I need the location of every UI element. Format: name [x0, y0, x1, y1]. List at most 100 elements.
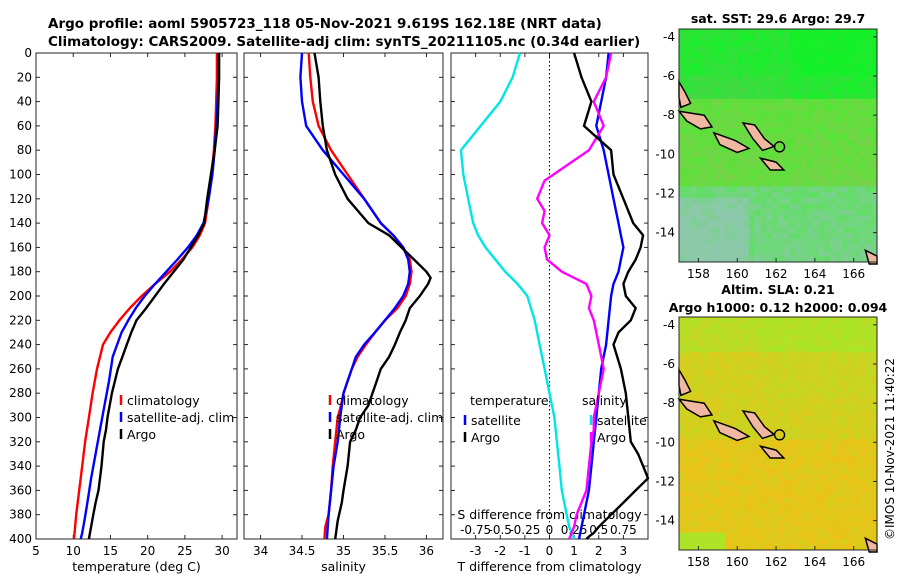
- map-cell: [795, 250, 802, 257]
- map-cell: [748, 232, 756, 240]
- map-cell: [743, 328, 750, 335]
- x-tick-label: 35.5: [372, 544, 399, 558]
- map-cell: [853, 168, 860, 176]
- map-cell: [760, 209, 767, 216]
- map-cell: [725, 87, 732, 94]
- map-cell: [830, 381, 837, 388]
- map-cell: [842, 238, 849, 245]
- map-cell: [847, 133, 855, 141]
- map-cell: [743, 450, 750, 458]
- map-cell: [830, 180, 837, 187]
- map-cell: [830, 445, 837, 452]
- map-cell: [818, 209, 825, 216]
- island-coastline: [864, 248, 878, 265]
- map-cell: [807, 357, 814, 364]
- map-cell: [807, 162, 814, 170]
- map-cell: [713, 232, 721, 240]
- map-cell: [783, 215, 791, 222]
- map-cell: [748, 145, 756, 152]
- map-cell: [725, 538, 732, 545]
- map-cell: [684, 538, 692, 545]
- map-cell: [842, 544, 849, 551]
- map-cell: [789, 209, 796, 216]
- map-cell: [853, 474, 860, 481]
- map-cell: [772, 456, 779, 464]
- map-cell: [871, 468, 878, 475]
- map-cell: [871, 128, 878, 135]
- map-cell: [713, 526, 721, 533]
- map-cell: [737, 328, 744, 335]
- map-cell: [725, 526, 732, 533]
- map-cell: [760, 52, 767, 59]
- map-cell: [847, 116, 855, 123]
- map-cell: [731, 227, 738, 234]
- map-cell: [690, 75, 697, 82]
- map-cell: [801, 40, 808, 47]
- map-cell: [847, 110, 855, 117]
- map-cell: [737, 186, 744, 193]
- map-cell: [719, 532, 726, 539]
- map-cell: [842, 87, 849, 94]
- map-cell: [865, 209, 872, 216]
- map-cell: [748, 116, 756, 123]
- map-cell: [766, 421, 773, 429]
- map-cell: [696, 357, 703, 364]
- map-cell: [836, 145, 843, 152]
- map-cell: [859, 328, 866, 335]
- map-cell: [830, 93, 837, 100]
- map-cell: [853, 180, 860, 187]
- map-cell: [795, 256, 802, 263]
- map-cell: [725, 110, 732, 117]
- map-cell: [696, 180, 703, 187]
- map-cell: [772, 544, 779, 551]
- map-cell: [853, 322, 860, 330]
- map-cell: [684, 328, 692, 335]
- map-cell: [748, 398, 756, 405]
- map-cell: [743, 421, 750, 429]
- map-cell: [807, 485, 814, 493]
- map-cell: [702, 357, 709, 364]
- map-cell: [754, 398, 761, 405]
- map-cell: [778, 180, 785, 187]
- map-cell: [853, 203, 860, 210]
- map-cell: [812, 404, 820, 411]
- map-cell: [795, 238, 802, 245]
- map-cell: [871, 87, 878, 94]
- map-cell: [731, 168, 738, 176]
- map-cell: [778, 34, 785, 42]
- map-cell: [836, 215, 843, 222]
- map-cell: [679, 509, 686, 516]
- map-cell: [824, 416, 831, 423]
- map-cell: [702, 145, 709, 152]
- map-cell: [702, 538, 709, 545]
- map-cell: [748, 110, 756, 117]
- map-cell: [708, 381, 715, 388]
- map-cell: [702, 40, 709, 47]
- map-cell: [824, 192, 831, 199]
- map-cell: [859, 174, 866, 181]
- map-cell: [853, 157, 860, 164]
- map-cell: [859, 404, 866, 411]
- map-cell: [830, 145, 837, 152]
- map-cell: [836, 381, 843, 388]
- map-cell: [865, 98, 872, 106]
- map-cell: [812, 346, 820, 353]
- map-cell: [801, 34, 808, 42]
- map-cell: [743, 29, 750, 36]
- map-cell: [696, 238, 703, 245]
- map-cell: [847, 238, 855, 245]
- map-cell: [725, 63, 732, 71]
- map-cell: [859, 157, 866, 164]
- map-cell: [795, 427, 802, 434]
- map-cell: [719, 110, 726, 117]
- map-cell: [731, 40, 738, 47]
- map-cell: [708, 421, 715, 429]
- map-cell: [725, 186, 732, 193]
- map-cell: [859, 392, 866, 399]
- map-cell: [836, 317, 843, 324]
- map-cell: [812, 328, 820, 335]
- map-cell: [836, 122, 843, 129]
- map-cell: [859, 439, 866, 446]
- map-cell: [818, 334, 825, 341]
- map-cell: [836, 34, 843, 42]
